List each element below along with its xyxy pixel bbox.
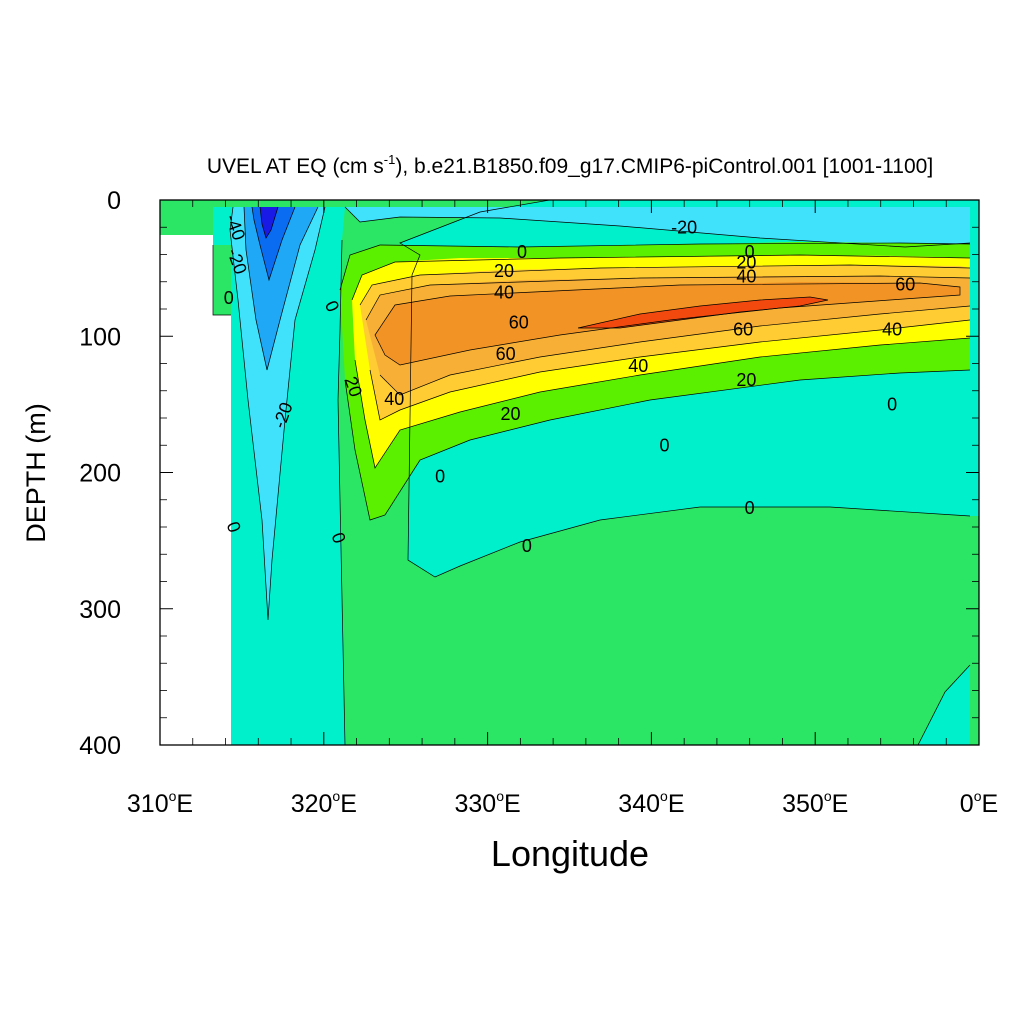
contour-label: 0 <box>435 467 445 487</box>
contour-line <box>243 206 319 371</box>
contour-label: 20 <box>736 253 756 273</box>
contour-line <box>259 206 279 239</box>
contour-line <box>339 242 971 291</box>
contour-label: 0 <box>745 242 755 262</box>
chart-title: UVEL AT EQ (cm s-1), b.e21.B1850.f09_g17… <box>207 152 933 178</box>
contour-lines <box>212 200 971 745</box>
x-axis-title: Longitude <box>491 833 649 874</box>
contour-label: 60 <box>496 344 516 364</box>
contour-line <box>917 664 971 745</box>
edge-green-upper <box>213 245 231 315</box>
contour-line <box>354 337 971 469</box>
contour-line <box>399 200 971 578</box>
contour-label: 40 <box>736 266 756 286</box>
y-axis-title: DEPTH (m) <box>21 403 51 542</box>
land-mask <box>160 200 231 745</box>
x-tick-label: 320oE <box>291 788 357 818</box>
contour-line <box>351 254 971 301</box>
contour-label: 0 <box>745 498 755 518</box>
contour-fills <box>160 200 979 745</box>
contour-line <box>577 296 829 329</box>
contour-line <box>344 369 971 521</box>
contour-label: 0 <box>659 435 669 455</box>
contour-label: 20 <box>494 261 514 281</box>
contour-line <box>374 282 961 366</box>
y-tick-label: 0 <box>107 187 121 215</box>
contour-label: 40 <box>628 356 648 376</box>
contour-label: -20 <box>671 217 697 237</box>
euc-gt-60 <box>578 297 828 328</box>
contour-line <box>359 264 971 306</box>
x-tick-label: 0oE <box>960 788 998 818</box>
contour-label: 20 <box>501 404 521 424</box>
x-tick-label: 330oE <box>454 788 520 818</box>
contour-line <box>229 206 326 621</box>
x-tick-label: 310oE <box>127 788 193 818</box>
contour-label: 40 <box>494 283 514 303</box>
contour-label: 60 <box>733 319 753 339</box>
contour-label: 0 <box>517 242 527 262</box>
y-tick-label: 100 <box>79 323 121 351</box>
contour-line <box>365 275 971 321</box>
contour-label: 0 <box>887 394 897 414</box>
contour-label: 40 <box>882 319 902 339</box>
contour-line <box>344 206 971 248</box>
contour-line <box>337 239 346 745</box>
y-tick-label: 300 <box>79 596 121 624</box>
wbc-neg20-neg10 <box>230 207 325 620</box>
y-tick-label: 400 <box>79 732 121 760</box>
contour-label: 0 <box>224 288 234 308</box>
edge-green-bottom <box>160 207 176 235</box>
contour-label: 0 <box>522 536 532 556</box>
contour-label: 60 <box>509 313 529 333</box>
contour-label: 20 <box>736 370 756 390</box>
y-tick-label: 200 <box>79 460 121 488</box>
contour-line <box>369 319 971 421</box>
contour-label: 40 <box>384 389 404 409</box>
wbc-lt-neg40 <box>260 207 278 238</box>
contour-line <box>251 206 296 282</box>
band-neg20-neg10-surface <box>345 207 970 247</box>
x-tick-label: 350oE <box>782 788 848 818</box>
contour-label: 60 <box>895 274 915 294</box>
x-tick-label: 340oE <box>618 788 684 818</box>
contour-line <box>379 305 971 396</box>
deep-teal-patch <box>918 665 970 745</box>
axis-ticks: 310oE 320oE 330oE 340oE 350oE 0oE010020030040… <box>79 187 998 818</box>
contour-line <box>212 245 231 316</box>
